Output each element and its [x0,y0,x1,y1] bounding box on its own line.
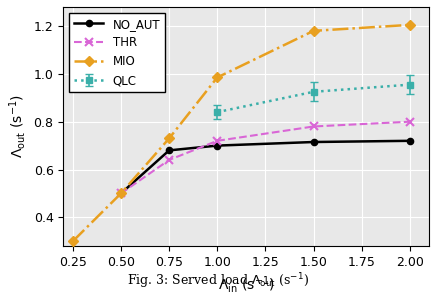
NO_AUT [215,144,220,147]
Y-axis label: $\Lambda_{\mathrm{out}}$ (s$^{-1}$): $\Lambda_{\mathrm{out}}$ (s$^{-1}$) [7,94,28,158]
THR [167,158,172,162]
MIO [407,23,412,27]
NO_AUT [118,192,123,195]
MIO [118,192,123,195]
MIO [167,136,172,140]
THR [215,139,220,142]
Line: THR: THR [117,118,414,198]
MIO [215,76,220,79]
MIO [70,239,75,243]
Line: MIO: MIO [69,21,413,245]
NO_AUT [407,139,412,142]
Legend: NO_AUT, THR, MIO, QLC: NO_AUT, THR, MIO, QLC [69,13,165,92]
THR [118,192,123,195]
MIO [311,29,316,33]
Line: NO_AUT: NO_AUT [118,138,413,197]
NO_AUT [167,148,172,152]
NO_AUT [311,140,316,144]
THR [311,125,316,128]
THR [407,120,412,124]
X-axis label: $\Lambda_{\mathrm{in}}$ (s$^{-1}$): $\Lambda_{\mathrm{in}}$ (s$^{-1}$) [218,274,275,295]
Text: Fig. 3: Served load $\Lambda_{\mathrm{out}}$ (s$^{-1}$): Fig. 3: Served load $\Lambda_{\mathrm{ou… [127,272,309,291]
